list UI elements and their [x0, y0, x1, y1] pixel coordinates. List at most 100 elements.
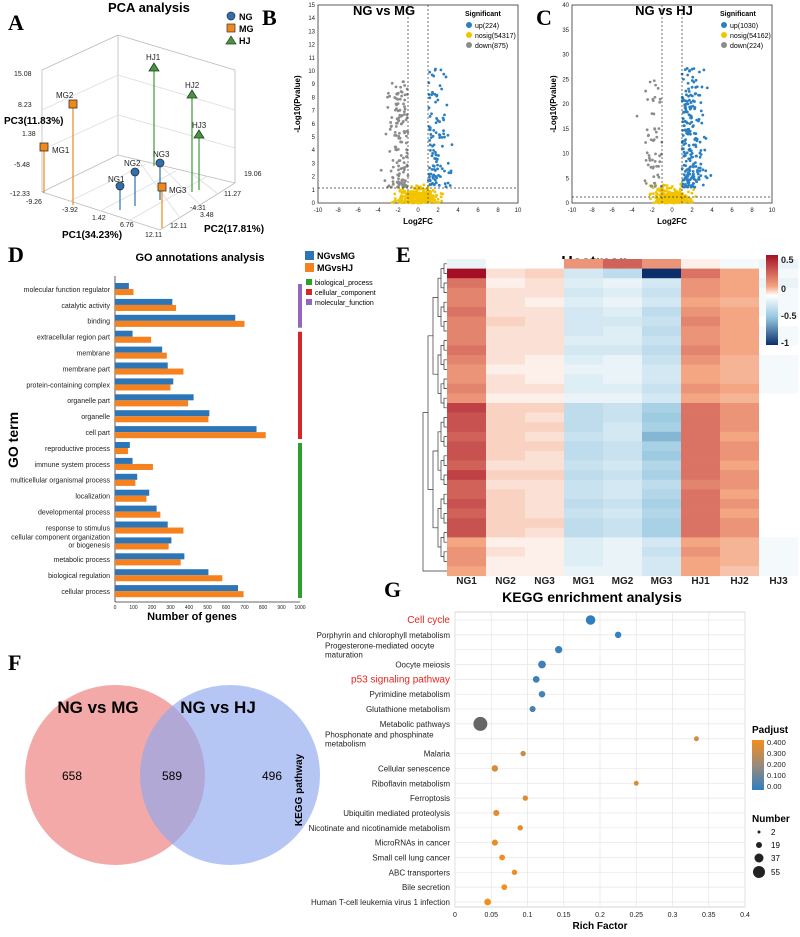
volcano-point-down	[388, 150, 392, 153]
heatmap-cell	[564, 499, 604, 509]
volcano-point-up	[681, 134, 685, 137]
legend-up-marker	[721, 22, 727, 28]
pca-stems	[43, 70, 200, 228]
volcano-point-nosig	[415, 184, 418, 188]
volcano-point-down	[379, 168, 383, 172]
kegg-number-legend: Number 2 19 37 55	[752, 814, 790, 878]
heatmap-cell	[603, 460, 643, 471]
kegg-dot	[501, 884, 508, 891]
volcano-point-down	[648, 156, 651, 160]
heatmap-cell	[564, 287, 604, 298]
volcano-point-up	[684, 159, 688, 163]
volcano-point-nosig	[426, 190, 430, 194]
kegg-dot	[538, 660, 546, 669]
pca-point-hj1	[148, 62, 160, 72]
heatmap-cell	[486, 441, 526, 452]
volcano-b-ylabel: -Log10(Pvalue)	[293, 75, 302, 133]
volcano-point-down	[397, 168, 400, 172]
heatmap-cell	[486, 508, 526, 519]
heatmap-cell	[525, 479, 565, 490]
volcano-x-tick: 10	[515, 208, 522, 214]
volcano-point-up	[436, 167, 439, 171]
heatmap-cell	[681, 566, 721, 577]
volcano-point-up	[428, 128, 432, 132]
kegg-pathway-label: Nicotinate and nicotinamide metabolism	[309, 824, 451, 833]
heatmap-cell	[486, 383, 526, 394]
volcano-y-tick: 10	[308, 69, 315, 75]
go-bar-ngvsmg	[115, 362, 168, 369]
pca-label-ng2: NG2	[124, 159, 141, 168]
pca-label-mg1: MG1	[52, 146, 70, 155]
volcano-point-down	[651, 158, 654, 162]
go-bar-ngvsmg	[115, 585, 239, 592]
pca-ticks: 15.08 8.23 1.38 -5.48 -12.33 -9.26 -3.92…	[10, 71, 262, 239]
volcano-point-down	[406, 130, 410, 134]
heatmap-cell	[603, 556, 643, 567]
volcano-x-tick: 10	[769, 208, 776, 214]
volcano-point-nosig	[669, 194, 673, 197]
volcano-point-down	[405, 134, 408, 138]
heatmap-cell	[642, 393, 682, 404]
heatmap-cell	[642, 460, 682, 471]
pca3-tick: 1.38	[22, 131, 36, 138]
pca-point-hj3	[193, 129, 205, 139]
pca-label-ng3: NG3	[153, 150, 170, 159]
heatmap-cell	[525, 307, 565, 317]
volcano-x-tick: -2	[395, 208, 401, 214]
pca-point-hj2	[186, 89, 198, 99]
volcano-point-down	[646, 98, 650, 101]
volcano-point-down	[403, 107, 407, 111]
heatmap-cell	[759, 518, 799, 529]
volcano-point-down	[400, 90, 404, 94]
heatmap-cell	[759, 307, 799, 317]
volcano-point-up	[442, 118, 446, 122]
volcano-point-nosig	[401, 195, 405, 198]
heatmap-cell	[720, 364, 760, 375]
volcano-x-tick: -4	[629, 208, 635, 214]
heatmap-cell	[447, 355, 487, 365]
heatmap-cell	[759, 412, 799, 423]
volcano-point-nosig	[410, 185, 414, 188]
padjust-tick: 0.200	[767, 760, 786, 769]
dendrogram-branch	[443, 359, 447, 370]
volcano-point-up	[436, 163, 439, 167]
heatmap-cell	[642, 537, 682, 548]
volcano-point-nosig	[437, 201, 441, 204]
go-group-bar-cellular_component	[298, 331, 302, 439]
volcano-point-nosig	[435, 193, 438, 197]
heatmap-cell	[447, 460, 487, 471]
heatmap-cell	[486, 374, 526, 385]
heatmap-cell	[486, 364, 526, 375]
heatmap-cell	[642, 566, 682, 577]
pca1-tick: 12.11	[145, 232, 162, 239]
number-marker-19	[756, 842, 762, 848]
heatmap-cell	[720, 479, 760, 490]
pca2-tick: 3.48	[200, 212, 214, 219]
kegg-dot	[538, 690, 546, 698]
heatmap-cell	[642, 403, 682, 413]
volcano-x-tick: -10	[568, 208, 577, 214]
volcano-point-down	[644, 181, 648, 185]
kegg-pathway-label: MicroRNAs in cancer	[375, 839, 450, 848]
volcano-point-down	[652, 112, 656, 116]
legend-mgvshj-swatch	[305, 263, 314, 272]
pca-point-labels: HJ1 HJ2 HJ3 MG2 MG1 MG3 NG1 NG2 NG3	[52, 53, 207, 195]
volcano-point-down	[389, 121, 393, 124]
volcano-point-up	[432, 165, 436, 168]
heatmap-cell	[603, 355, 643, 365]
volcano-point-nosig	[422, 194, 426, 198]
volcano-point-down	[403, 93, 407, 97]
go-category-label: membrane	[77, 350, 111, 357]
heatmap-cell	[681, 470, 721, 481]
volcano-ng-vs-mg-panel: B NG vs MG -10 -8 -6 -4 -2 0 2 4 6 8 1001234567891…	[262, 3, 522, 226]
volcano-point-down	[653, 95, 657, 99]
volcano-y-tick: 0	[566, 201, 570, 207]
volcano-point-up	[434, 157, 438, 161]
heatmap-cell	[525, 460, 565, 471]
heatmap-cell	[564, 422, 604, 433]
dendrogram-branch	[443, 301, 447, 313]
heatmap-cell	[447, 393, 487, 404]
panel-label-a: A	[8, 10, 24, 35]
heatmap-cell	[447, 326, 487, 337]
pca-label-hj1: HJ1	[146, 53, 161, 62]
